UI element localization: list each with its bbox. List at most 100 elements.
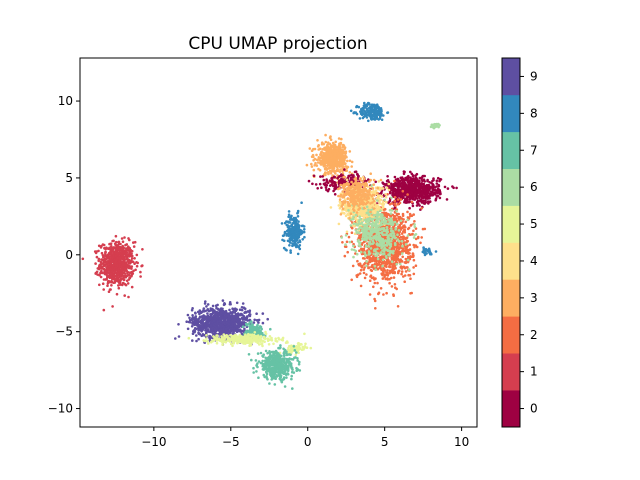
scatter-point	[259, 329, 262, 333]
scatter-point	[201, 322, 204, 326]
scatter-point	[335, 145, 338, 149]
scatter-point	[334, 181, 337, 184]
scatter-point	[317, 144, 321, 147]
scatter-point	[209, 324, 213, 327]
scatter-point	[110, 270, 114, 273]
scatter-point	[273, 383, 277, 386]
scatter-point	[437, 183, 441, 187]
scatter-point	[190, 325, 194, 328]
scatter-point	[410, 191, 414, 194]
scatter-point	[290, 366, 294, 370]
scatter-point	[373, 103, 376, 107]
scatter-point	[110, 245, 113, 248]
scatter-point	[206, 308, 210, 312]
scatter-point	[287, 210, 291, 213]
scatter-point	[122, 246, 125, 249]
scatter-point	[119, 272, 123, 276]
scatter-point	[322, 178, 326, 182]
scatter-point	[116, 264, 119, 268]
scatter-point	[255, 312, 258, 316]
scatter-point	[117, 260, 121, 263]
scatter-point	[318, 168, 322, 172]
scatter-point	[265, 371, 268, 374]
scatter-point	[238, 308, 242, 312]
scatter-point	[124, 283, 128, 287]
scatter-point	[276, 364, 279, 368]
scatter-point	[267, 362, 270, 366]
scatter-point	[321, 175, 325, 178]
scatter-point	[116, 256, 120, 260]
scatter-point	[350, 165, 354, 168]
scatter-point	[309, 346, 313, 350]
scatter-point	[118, 265, 121, 269]
scatter-point	[257, 321, 260, 324]
scatter-point	[229, 342, 233, 346]
scatter-point	[376, 109, 379, 113]
scatter-point	[300, 201, 303, 204]
scatter-point	[135, 253, 139, 257]
scatter-point	[229, 325, 233, 328]
scatter-point	[397, 189, 400, 192]
scatter-point	[298, 369, 302, 372]
scatter-point	[432, 192, 436, 196]
scatter-point	[246, 310, 250, 313]
scatter-point	[290, 224, 293, 228]
scatter-point	[377, 105, 380, 109]
scatter-point	[109, 252, 113, 255]
scatter-point	[366, 101, 370, 105]
scatter-point	[425, 194, 429, 197]
scatter-point	[271, 355, 274, 358]
scatter-point	[280, 338, 284, 342]
scatter-point	[358, 117, 362, 120]
scatter-point	[278, 372, 282, 376]
scatter-point	[186, 327, 190, 331]
scatter-point	[296, 228, 299, 232]
scatter-point	[292, 219, 296, 222]
scatter-point	[297, 351, 300, 355]
scatter-point	[118, 263, 122, 266]
scatter-point	[329, 153, 333, 157]
scatter-point	[257, 376, 260, 380]
scatter-point	[268, 368, 271, 371]
scatter-point	[324, 186, 328, 189]
scatter-point	[431, 183, 435, 187]
scatter-point	[281, 238, 284, 242]
scatter-point	[100, 251, 104, 255]
scatter-point	[284, 366, 288, 370]
scatter-point	[312, 174, 316, 178]
scatter-point	[419, 198, 422, 202]
scatter-point	[249, 331, 252, 334]
scatter-point	[191, 339, 194, 342]
scatter-point	[396, 198, 400, 201]
scatter-point	[130, 285, 134, 289]
scatter-point	[239, 334, 242, 338]
scatter-point	[114, 277, 117, 280]
scatter-point	[198, 328, 201, 332]
scatter-point	[412, 184, 416, 188]
scatter-point	[240, 308, 244, 312]
scatter-point	[208, 330, 212, 334]
scatter-point	[443, 185, 447, 189]
scatter-point	[201, 327, 205, 330]
scatter-point	[274, 337, 278, 341]
scatter-point	[132, 245, 136, 248]
scatter-point	[272, 376, 275, 380]
scatter-point	[261, 321, 265, 325]
scatter-point	[319, 175, 322, 178]
scatter-point	[298, 244, 302, 247]
scatter-point	[222, 310, 225, 314]
scatter-point	[403, 170, 406, 174]
scatter-point	[261, 312, 265, 315]
scatter-point	[253, 331, 257, 334]
scatter-point	[264, 367, 268, 371]
scatter-point	[211, 321, 214, 324]
scatter-point	[130, 252, 133, 256]
scatter-point	[240, 316, 244, 320]
scatter-point	[421, 174, 425, 178]
scatter-point	[120, 237, 124, 240]
scatter-point	[404, 220, 408, 224]
scatter-point	[221, 339, 224, 343]
scatter-point	[338, 158, 342, 161]
scatter-point	[290, 357, 294, 361]
scatter-point	[81, 257, 85, 261]
